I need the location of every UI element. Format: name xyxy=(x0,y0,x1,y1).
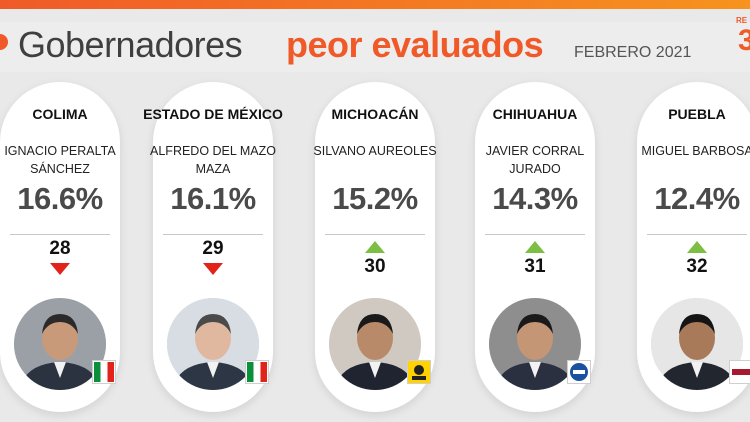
card-divider xyxy=(325,234,425,235)
pri-logo-icon xyxy=(245,360,269,384)
rank-block: 30 xyxy=(300,238,450,278)
approval-percent: 16.1% xyxy=(170,181,256,216)
prd-logo-icon xyxy=(407,360,431,384)
rank-number: 31 xyxy=(524,256,546,277)
page-title: Gobernadores xyxy=(18,24,243,65)
top-accent-bar xyxy=(0,0,750,9)
card-divider xyxy=(485,234,585,235)
governor-name: ALFREDO DEL MAZO MAZA xyxy=(150,144,276,176)
page-date: FEBRERO 2021 xyxy=(574,44,692,61)
card-divider xyxy=(647,234,747,235)
title-band xyxy=(0,22,750,72)
trend-down-icon xyxy=(50,262,70,275)
rank-number: 28 xyxy=(49,238,71,259)
pan-logo-icon xyxy=(567,360,591,384)
approval-percent: 12.4% xyxy=(654,181,740,216)
state-name: CHIHUAHUA xyxy=(492,106,578,122)
governor-photo xyxy=(651,298,743,390)
state-name: ESTADO DE MÉXICO xyxy=(143,106,283,122)
rank-block: 32 xyxy=(622,238,750,278)
rank-number: 30 xyxy=(364,256,386,277)
rank-number: 29 xyxy=(202,238,224,259)
governor-photo xyxy=(14,298,106,390)
governor-card-content: MICHOACÁN SILVANO AUREOLES 15.2% xyxy=(300,100,450,216)
trend-down-icon xyxy=(203,262,223,275)
governor-name: IGNACIO PERALTA SÁNCHEZ xyxy=(4,144,116,176)
approval-percent: 14.3% xyxy=(492,181,578,216)
governor-photo xyxy=(489,298,581,390)
governor-card-content: PUEBLA MIGUEL BARBOSA 12.4% xyxy=(622,100,750,216)
governor-photo xyxy=(167,298,259,390)
pri-logo-icon xyxy=(92,360,116,384)
title-accent-mark xyxy=(0,34,8,50)
trend-up-icon xyxy=(365,240,385,253)
morena-logo-icon xyxy=(729,360,750,384)
card-divider xyxy=(10,234,110,235)
page-title-accent: peor evaluados xyxy=(286,24,544,65)
governor-photo xyxy=(329,298,421,390)
governor-card-content: ESTADO DE MÉXICO ALFREDO DEL MAZO MAZA 16.… xyxy=(138,100,288,216)
rank-block: 28 xyxy=(0,238,135,278)
governor-card-content: COLIMA IGNACIO PERALTA SÁNCHEZ 16.6% xyxy=(0,100,135,216)
governor-name: MIGUEL BARBOSA xyxy=(641,144,750,158)
card-divider xyxy=(163,234,263,235)
trend-up-icon xyxy=(687,240,707,253)
rank-number: 32 xyxy=(686,256,708,277)
approval-percent: 16.6% xyxy=(17,181,103,216)
governor-name: JAVIER CORRAL JURADO xyxy=(485,144,585,176)
governor-name: SILVANO AUREOLES xyxy=(313,144,437,158)
trend-up-icon xyxy=(525,240,545,253)
governor-card-content: CHIHUAHUA JAVIER CORRAL JURADO 14.3% xyxy=(460,100,610,216)
rank-block: 29 xyxy=(138,238,288,278)
approval-percent: 15.2% xyxy=(332,181,418,216)
state-name: COLIMA xyxy=(32,106,88,122)
brand-text: RE xyxy=(736,16,748,25)
rank-block: 31 xyxy=(460,238,610,278)
state-name: MICHOACÁN xyxy=(331,106,419,122)
state-name: PUEBLA xyxy=(668,106,726,122)
brand-logo-number: 3 xyxy=(738,24,750,57)
